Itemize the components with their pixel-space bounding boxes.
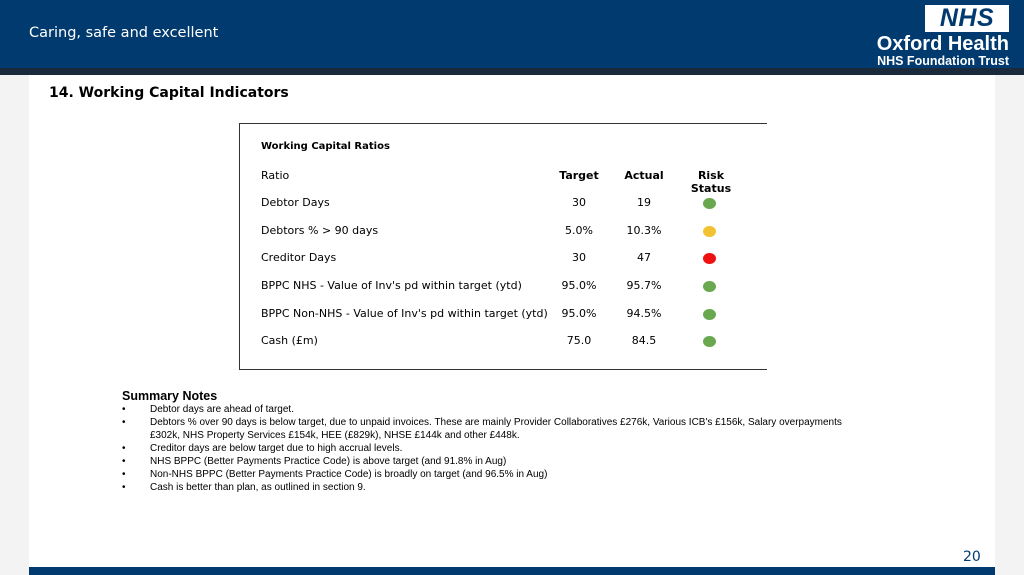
header-divider bbox=[0, 68, 1024, 75]
working-capital-table: Working Capital Ratios Ratio Target Actu… bbox=[239, 123, 767, 370]
list-item: • NHS BPPC (Better Payments Practice Cod… bbox=[122, 455, 842, 468]
bullet: • bbox=[122, 456, 126, 467]
ratio-label: Creditor Days bbox=[261, 251, 337, 264]
note-text: Debtor days are ahead of target. bbox=[150, 404, 294, 415]
bullet: • bbox=[122, 482, 126, 493]
org-subtitle: NHS Foundation Trust bbox=[877, 54, 1009, 68]
section-title: 14. Working Capital Indicators bbox=[49, 85, 289, 101]
header-target: Target bbox=[559, 169, 599, 182]
note-text: NHS BPPC (Better Payments Practice Code)… bbox=[150, 456, 507, 467]
target-value: 75.0 bbox=[566, 334, 592, 347]
table-row: Cash (£m) 75.0 84.5 bbox=[240, 331, 767, 351]
risk-status-green-dot bbox=[703, 281, 716, 292]
actual-value: 95.7% bbox=[626, 279, 662, 292]
ratio-label: Debtor Days bbox=[261, 196, 330, 209]
target-value: 95.0% bbox=[561, 307, 597, 320]
note-text: Debtors % over 90 days is below target, … bbox=[150, 417, 842, 441]
note-text: Non-NHS BPPC (Better Payments Practice C… bbox=[150, 469, 548, 480]
ratio-label: Debtors % > 90 days bbox=[261, 224, 379, 237]
list-item: • Cash is better than plan, as outlined … bbox=[122, 481, 842, 494]
target-value: 5.0% bbox=[565, 224, 593, 237]
table-row: Debtors % > 90 days 5.0% 10.3% bbox=[240, 221, 767, 241]
slide-content: 14. Working Capital Indicators Working C… bbox=[29, 75, 995, 567]
summary-notes-title: Summary Notes bbox=[122, 389, 218, 403]
actual-value: 47 bbox=[637, 251, 651, 264]
risk-status-green-dot bbox=[703, 336, 716, 347]
bullet: • bbox=[122, 443, 126, 454]
header-ratio: Ratio bbox=[261, 169, 290, 182]
list-item: • Debtors % over 90 days is below target… bbox=[122, 416, 842, 442]
target-value: 30 bbox=[572, 196, 586, 209]
ratio-label: Cash (£m) bbox=[261, 334, 318, 347]
table-row: Creditor Days 30 47 bbox=[240, 248, 767, 268]
bullet: • bbox=[122, 469, 126, 480]
actual-value: 84.5 bbox=[631, 334, 657, 347]
list-item: • Debtor days are ahead of target. bbox=[122, 403, 842, 416]
target-value: 95.0% bbox=[561, 279, 597, 292]
risk-status-green-dot bbox=[703, 309, 716, 320]
table-row: BPPC NHS - Value of Inv's pd within targ… bbox=[240, 276, 767, 296]
table-caption: Working Capital Ratios bbox=[261, 141, 390, 152]
actual-value: 10.3% bbox=[626, 224, 662, 237]
bullet: • bbox=[122, 417, 126, 428]
header-bar: Caring, safe and excellent NHS Oxford He… bbox=[0, 0, 1024, 68]
risk-status-amber-dot bbox=[703, 226, 716, 237]
summary-notes: Summary Notes • Debtor days are ahead of… bbox=[122, 389, 842, 494]
nhs-logo-text: NHS bbox=[939, 4, 995, 32]
footer-bar bbox=[29, 567, 995, 575]
org-name: Oxford Health bbox=[876, 33, 1009, 55]
ratio-label: BPPC NHS - Value of Inv's pd within targ… bbox=[261, 279, 522, 292]
actual-value: 19 bbox=[637, 196, 651, 209]
list-item: • Non-NHS BPPC (Better Payments Practice… bbox=[122, 468, 842, 481]
bullet: • bbox=[122, 404, 126, 415]
tagline: Caring, safe and excellent bbox=[29, 25, 219, 41]
note-text: Creditor days are below target due to hi… bbox=[150, 443, 403, 454]
risk-status-red-dot bbox=[703, 253, 716, 264]
table-header-row: Ratio Target Actual Risk Status bbox=[240, 166, 767, 195]
target-value: 30 bbox=[572, 251, 586, 264]
ratio-label: BPPC Non-NHS - Value of Inv's pd within … bbox=[261, 307, 548, 320]
header-actual: Actual bbox=[624, 169, 664, 182]
page-number: 20 bbox=[963, 549, 981, 565]
note-text: Cash is better than plan, as outlined in… bbox=[150, 482, 366, 493]
list-item: • Creditor days are below target due to … bbox=[122, 442, 842, 455]
nhs-logo: NHS bbox=[925, 5, 1009, 32]
actual-value: 94.5% bbox=[626, 307, 662, 320]
header-risk-status: Risk Status bbox=[690, 169, 732, 195]
risk-status-green-dot bbox=[703, 198, 716, 209]
table-row: BPPC Non-NHS - Value of Inv's pd within … bbox=[240, 304, 767, 324]
table-row: Debtor Days 30 19 bbox=[240, 193, 767, 213]
